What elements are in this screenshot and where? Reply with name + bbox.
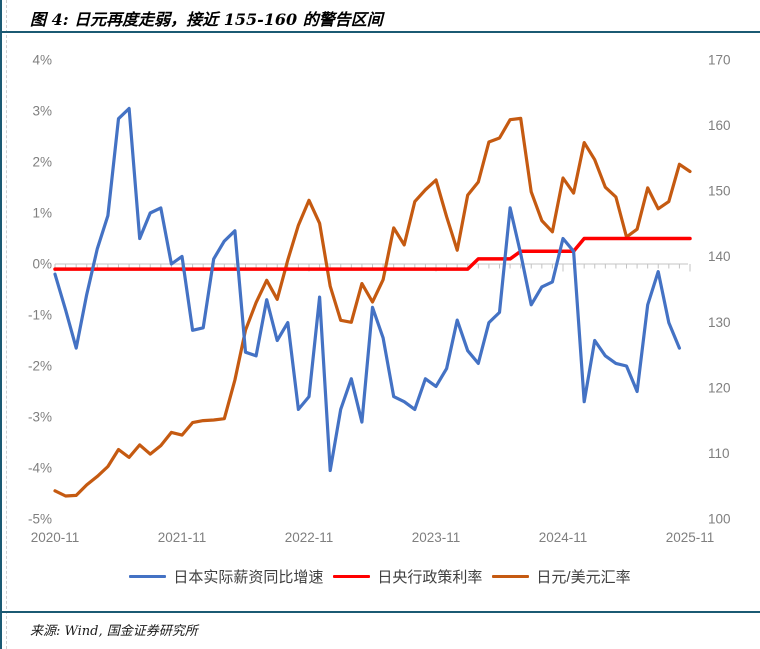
y-left-tick-label: 1%: [32, 206, 52, 221]
x-axis-tick-label: 2021-11: [158, 530, 207, 545]
y-right-tick-label: 110: [708, 446, 730, 461]
x-axis-tick-label: 2022-11: [285, 530, 334, 545]
legend-item-0: 日本实际薪资同比增速: [129, 566, 323, 587]
y-left-tick-label: -3%: [28, 410, 52, 425]
y-left-tick-label: -4%: [28, 461, 52, 476]
legend-label: 日本实际薪资同比增速: [173, 569, 324, 586]
y-left-tick-label: 4%: [32, 53, 52, 68]
figure-title: 图 4: 日元再度走弱，接近 155-160 的警告区间: [30, 10, 383, 29]
legend-item-1: 日央行政策利率: [333, 566, 482, 587]
figure-title-row: 图 4: 日元再度走弱，接近 155-160 的警告区间: [30, 6, 750, 30]
legend-label: 日央行政策利率: [377, 569, 483, 586]
y-left-tick-label: 2%: [32, 155, 52, 170]
y-left-tick-label: -1%: [28, 308, 52, 323]
source-divider-rule: [0, 611, 760, 613]
x-axis-tick-label: 2024-11: [539, 530, 588, 545]
y-right-tick-label: 170: [708, 53, 731, 68]
legend-line-swatch: [492, 574, 530, 579]
y-right-tick-label: 130: [708, 315, 731, 330]
y-left-tick-label: 0%: [32, 257, 52, 272]
legend-item-2: 日元/美元汇率: [492, 566, 631, 587]
x-axis-tick-label: 2025-11: [666, 530, 715, 545]
source-row: 来源: Wind, 国金证券研究所: [30, 620, 750, 640]
y-right-tick-label: 140: [708, 249, 731, 264]
chart-legend: 日本实际薪资同比增速 日央行政策利率 日元/美元汇率: [0, 566, 760, 587]
x-axis-tick-label: 2023-11: [412, 530, 461, 545]
y-right-tick-label: 160: [708, 118, 731, 133]
y-left-tick-label: -2%: [28, 359, 52, 374]
y-right-tick-label: 100: [708, 511, 731, 526]
legend-line-swatch: [129, 574, 167, 579]
series-line-0: [53, 106, 682, 473]
source-text: 来源: Wind, 国金证券研究所: [30, 624, 198, 639]
y-left-tick-label: 3%: [32, 104, 52, 119]
gutter-dashed-line: [6, 0, 7, 649]
series-line-1: [53, 236, 692, 271]
title-divider-rule: [0, 31, 760, 33]
y-right-tick-label: 150: [708, 184, 731, 199]
legend-line-swatch: [333, 574, 371, 579]
legend-label: 日元/美元汇率: [536, 569, 631, 586]
left-border-rule: [0, 0, 2, 649]
y-right-tick-label: 120: [708, 380, 731, 395]
y-left-tick-label: -5%: [28, 512, 52, 527]
series-line-2: [53, 116, 692, 498]
x-axis-tick-label: 2020-11: [31, 530, 80, 545]
